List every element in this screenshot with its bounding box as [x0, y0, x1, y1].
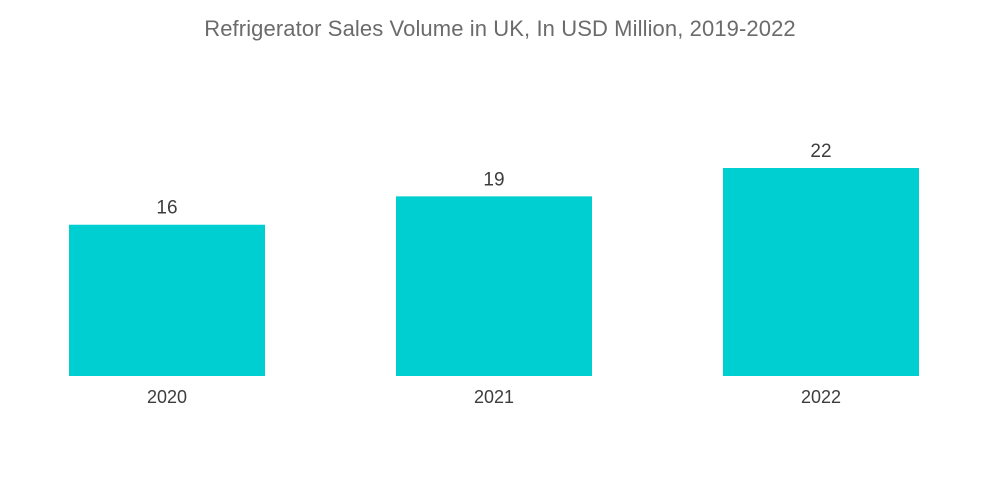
- data-label-2020: 16: [156, 198, 177, 219]
- data-label-2022: 22: [810, 141, 831, 162]
- bar-2022: [723, 168, 919, 376]
- x-tick-label-2021: 2021: [474, 387, 514, 407]
- chart-title: Refrigerator Sales Volume in UK, In USD …: [204, 16, 796, 41]
- x-tick-label-2020: 2020: [147, 387, 187, 407]
- x-tick-label-2022: 2022: [801, 387, 841, 407]
- data-label-2021: 19: [483, 169, 504, 190]
- bar-2020: [69, 224, 265, 376]
- bar-2021: [396, 196, 592, 376]
